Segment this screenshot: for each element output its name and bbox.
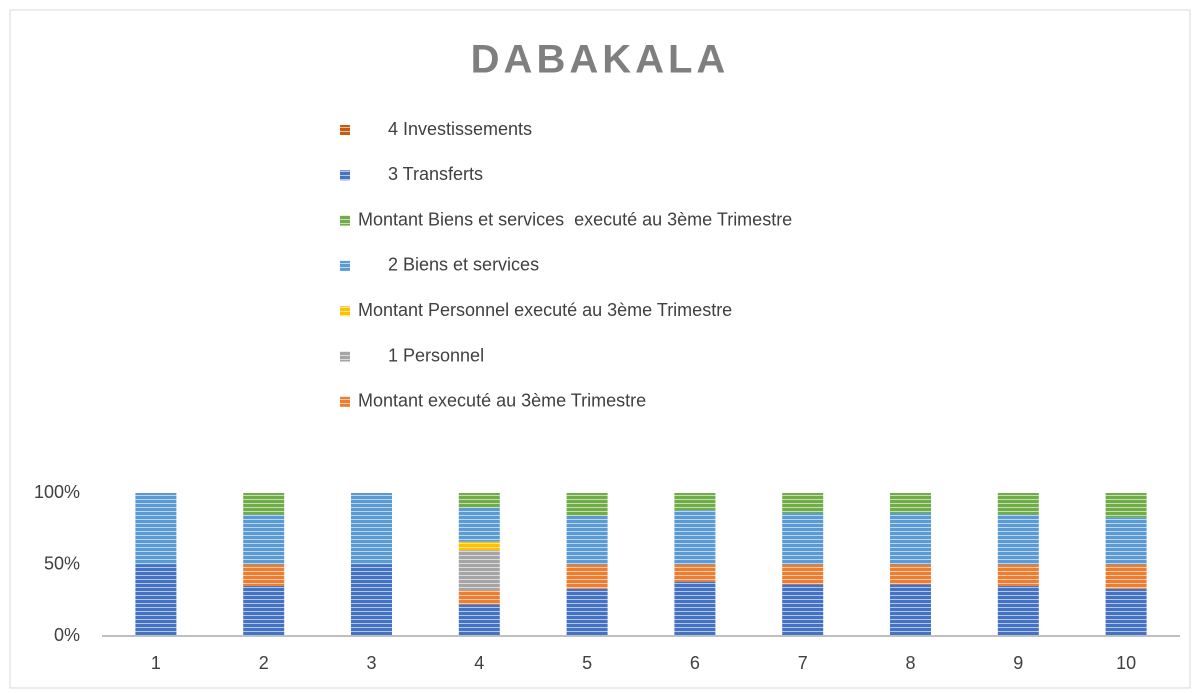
legend-label: Montant Biens et services executé au 3èm… [358, 209, 792, 229]
bar-segment [674, 510, 716, 565]
bar-segment [243, 585, 285, 636]
bar-segment [1105, 564, 1147, 589]
legend-label: 1 Personnel [388, 345, 484, 365]
bar-segment [674, 581, 716, 636]
bar-segment [458, 590, 500, 605]
legend-label: Montant executé au 3ème Trimestre [358, 391, 646, 411]
bar-segment [566, 515, 608, 565]
bar-segment [890, 584, 931, 636]
bar-segment [351, 564, 392, 636]
legend-swatch [340, 396, 350, 407]
x-tick-label: 6 [690, 653, 700, 673]
legend-swatch [340, 260, 350, 271]
x-tick-label: 3 [366, 653, 376, 673]
chart-title: DABAKALA [471, 38, 730, 82]
bar-segment [243, 493, 285, 515]
legend-swatch [340, 215, 350, 226]
bar-segment [890, 513, 931, 565]
bar-segment [890, 564, 931, 585]
bar-segment [674, 493, 716, 511]
bar-segment [782, 513, 824, 565]
x-tick-label: 5 [582, 653, 592, 673]
bar-segment [782, 493, 824, 514]
x-tick-label: 8 [905, 653, 915, 673]
bar-segment [458, 493, 500, 508]
legend-label: 2 Biens et services [388, 255, 539, 275]
bar-segment [351, 493, 392, 565]
x-tick-label: 7 [798, 653, 808, 673]
x-tick-label: 1 [151, 653, 161, 673]
legend-swatch [340, 306, 350, 317]
bar-segment [997, 585, 1039, 636]
bar-segment [1105, 517, 1147, 565]
legend-label: 4 Investissements [388, 119, 532, 139]
y-tick-label: 100% [34, 482, 80, 502]
legend-label: 3 Transferts [388, 164, 483, 184]
legend-label: Montant Personnel executé au 3ème Trimes… [358, 300, 732, 320]
bar-segment [458, 604, 500, 636]
bar-segment [674, 564, 716, 582]
bar-segment [997, 564, 1039, 586]
bar-segment [458, 507, 500, 542]
bar-segment [458, 541, 500, 551]
bar-segment [997, 514, 1039, 565]
bar-segment [135, 493, 177, 565]
bar-segment [243, 564, 285, 586]
bar-segment [566, 588, 608, 636]
bar-segment [997, 493, 1039, 515]
x-tick-label: 10 [1116, 653, 1136, 673]
bar-segment [243, 514, 285, 565]
bar-segment [782, 584, 824, 636]
bar-segment [566, 564, 608, 589]
legend-swatch [340, 351, 350, 362]
bar-segment [1105, 493, 1147, 518]
bar-segment [458, 550, 500, 591]
bar-segment [1105, 588, 1147, 636]
x-tick-label: 4 [474, 653, 484, 673]
bar-segment [566, 493, 608, 516]
bar-segment [890, 493, 931, 514]
y-tick-label: 0% [54, 625, 80, 645]
x-tick-label: 9 [1013, 653, 1023, 673]
bar-segment [782, 564, 824, 585]
legend-swatch [340, 125, 350, 135]
y-tick-label: 50% [44, 553, 80, 573]
legend-swatch [340, 170, 350, 181]
bar-segment [135, 564, 177, 636]
x-tick-label: 2 [259, 653, 269, 673]
